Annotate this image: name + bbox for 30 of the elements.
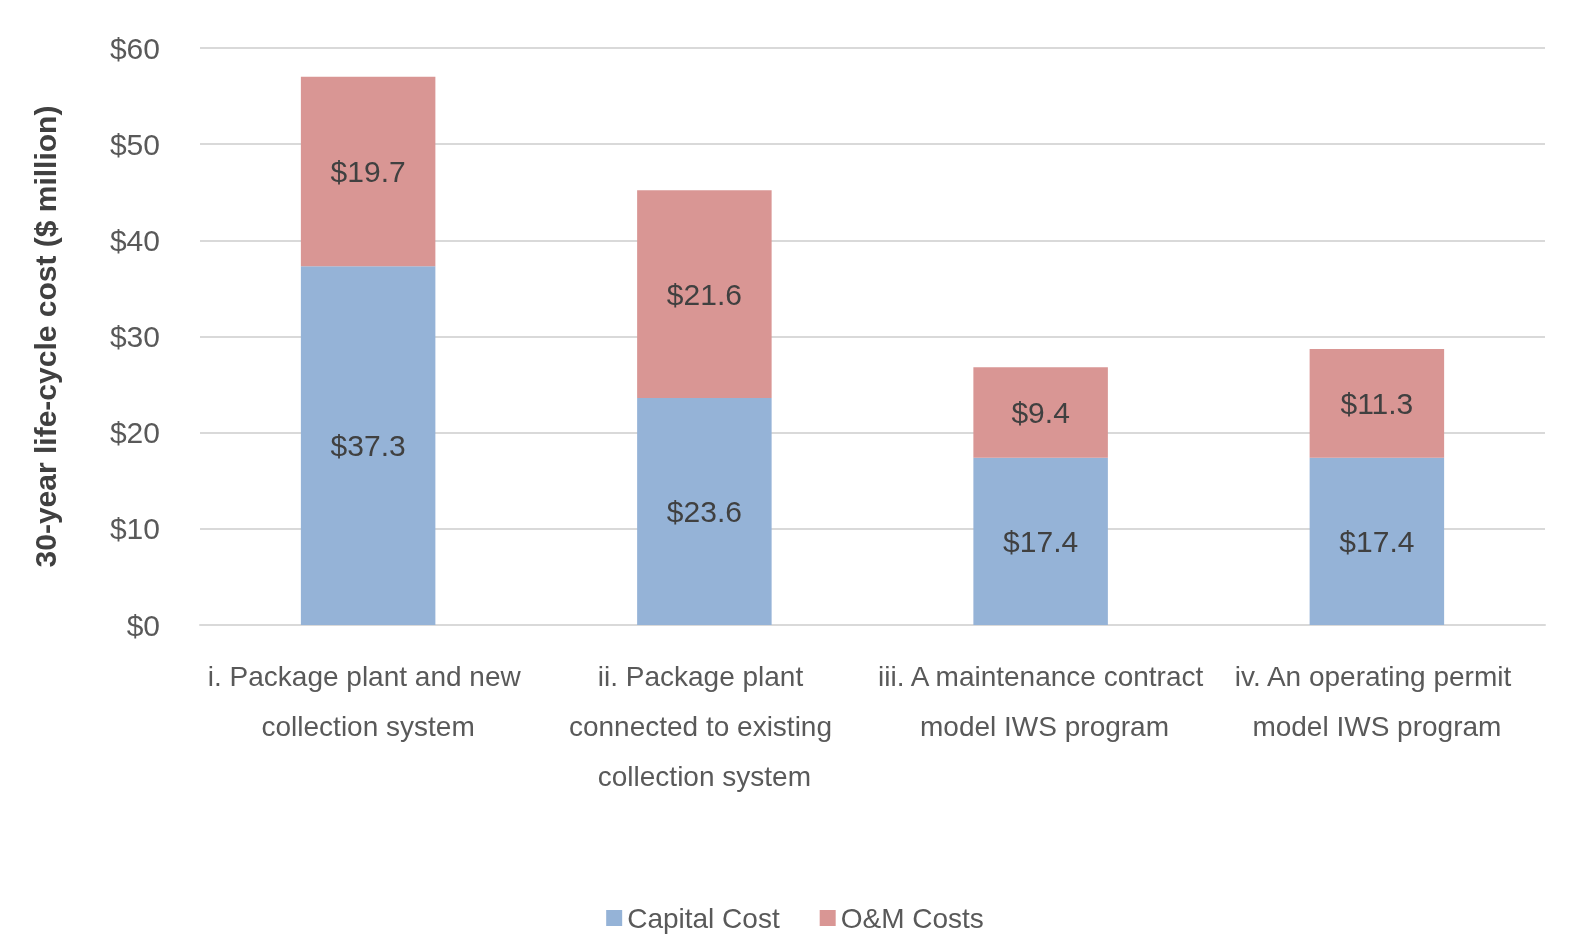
y-tick-label: $50	[109, 127, 160, 161]
legend-label: Capital Cost	[627, 902, 780, 934]
x-tick-label: iv. An operating permit model IWS program	[1234, 660, 1520, 742]
y-tick-label: $30	[109, 320, 160, 353]
y-tick-label: $20	[109, 416, 160, 450]
bar	[637, 398, 772, 625]
y-tick-label: $10	[109, 512, 160, 546]
bar	[1309, 349, 1445, 458]
bar	[300, 266, 436, 625]
data-label: $37.3	[330, 429, 406, 463]
bar	[1309, 457, 1445, 625]
data-label: $17.4	[1003, 524, 1079, 558]
x-tick-label: ii. Package plant connected to existing collection system	[568, 660, 840, 792]
bar	[637, 190, 772, 399]
data-label: $19.7	[330, 155, 406, 189]
x-tick-label: iii. A maintenance contract model IWS program	[877, 660, 1204, 742]
data-label: $21.6	[666, 277, 742, 311]
data-label: $9.4	[1011, 395, 1070, 429]
y-tick-label: $60	[109, 31, 160, 65]
y-tick-label: $40	[109, 223, 160, 257]
bar	[973, 457, 1108, 625]
data-label: $17.4	[1339, 524, 1415, 558]
bar	[973, 367, 1108, 458]
x-tick-label: i. Package plant and new collection system	[207, 660, 529, 742]
y-tick-label: $0	[126, 608, 160, 642]
data-label: $11.3	[1340, 386, 1414, 420]
y-axis-title: 30-year life-cycle cost ($ million)	[28, 105, 62, 568]
data-label: $23.6	[666, 495, 742, 529]
bar	[300, 76, 436, 267]
legend-label: O&M Costs	[840, 902, 984, 934]
